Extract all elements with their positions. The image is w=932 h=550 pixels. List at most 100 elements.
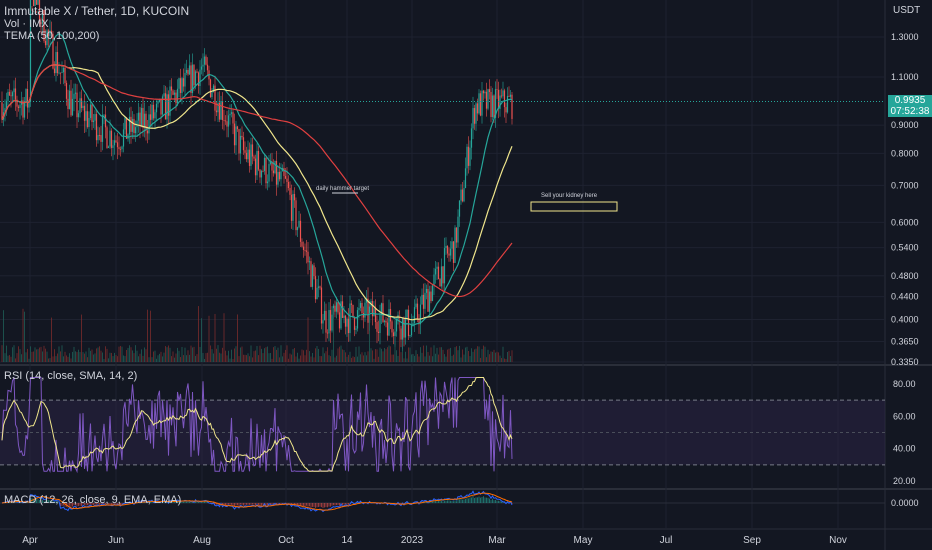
volume-bar: [252, 357, 253, 362]
symbol-title: Immutable X / Tether, 1D, KUCOIN: [4, 4, 190, 18]
macd-histogram-bar: [481, 496, 483, 503]
macd-histogram-bar: [244, 503, 246, 505]
candle-body: [359, 302, 362, 308]
candle-body: [490, 91, 492, 118]
macd-histogram-bar: [48, 500, 49, 503]
candle-body: [434, 268, 437, 275]
macd-histogram-bar: [262, 503, 264, 505]
macd-histogram-bar: [96, 503, 97, 505]
candle-body: [439, 279, 441, 287]
volume-bar: [457, 350, 459, 362]
candle-body: [425, 288, 428, 293]
macd-histogram-bar: [307, 503, 309, 507]
candle-body: [98, 135, 101, 136]
macd-histogram-bar: [85, 503, 87, 506]
macd-histogram-bar: [318, 503, 319, 507]
candle-body: [95, 114, 98, 141]
candle-body: [160, 98, 162, 115]
candle-body: [392, 332, 395, 337]
volume-bar: [471, 348, 472, 362]
volume-bar: [159, 353, 160, 362]
volume-bar: [169, 347, 171, 362]
price-tick-label: 0.7000: [891, 180, 919, 190]
macd-histogram-bar: [250, 503, 252, 505]
macd-histogram-bar: [9, 502, 10, 503]
price-tick-label: 0.4000: [891, 314, 919, 324]
candle-body: [497, 89, 500, 109]
macd-histogram-bar: [450, 500, 451, 503]
candle-body: [404, 317, 407, 338]
volume-bar: [168, 345, 169, 362]
x-tick-label: Apr: [22, 535, 38, 546]
macd-histogram-bar: [507, 502, 508, 503]
macd-histogram-bar: [333, 503, 334, 506]
candle-body: [305, 250, 308, 252]
volume-bar: [415, 350, 417, 362]
volume-bar: [331, 349, 333, 362]
macd-histogram-bar: [468, 498, 469, 503]
macd-histogram-bar: [253, 503, 255, 505]
candle-body: [412, 323, 414, 326]
volume-bar: [325, 351, 327, 362]
candle-body: [179, 78, 182, 93]
volume-bar: [439, 347, 441, 362]
volume-bar: [316, 346, 318, 362]
volume-bar: [463, 354, 465, 362]
candle-body: [313, 265, 315, 277]
volume-bar: [306, 349, 307, 362]
macd-histogram-bar: [229, 503, 231, 505]
volume-bar: [54, 349, 55, 362]
macd-histogram-bar: [246, 503, 247, 505]
volume-bar: [12, 347, 13, 362]
macd-histogram-bar: [249, 503, 250, 505]
macd-histogram-bar: [354, 503, 355, 504]
macd-histogram-bar: [489, 498, 490, 503]
macd-histogram-bar: [241, 503, 243, 505]
volume-bar: [153, 351, 154, 362]
volume-bar: [82, 352, 84, 362]
volume-bar: [390, 346, 391, 362]
candle-body: [175, 92, 177, 104]
volume-bar: [243, 354, 244, 362]
macd-histogram-bar: [61, 503, 63, 506]
macd-histogram-bar: [177, 501, 178, 503]
volume-bar: [15, 358, 16, 362]
last-price-tag: 0.9935 07:52:38: [888, 95, 932, 117]
macd-histogram-bar: [36, 499, 37, 503]
macd-histogram-bar: [403, 503, 405, 505]
volume-bar: [81, 314, 82, 362]
candle-body: [149, 114, 152, 120]
macd-histogram-bar: [462, 499, 463, 503]
volume-bar: [102, 352, 103, 362]
volume-bar: [261, 348, 262, 362]
volume-bar: [31, 351, 33, 362]
tema-label: TEMA (50,100,200): [4, 30, 100, 42]
macd-histogram-bar: [198, 501, 199, 503]
macd-histogram-bar: [330, 503, 331, 507]
candle-body: [403, 317, 405, 338]
volume-bar: [499, 355, 501, 362]
macd-histogram-bar: [28, 502, 30, 503]
macd-histogram-bar: [306, 503, 307, 506]
macd-histogram-bar: [114, 503, 115, 504]
x-tick-label: May: [574, 535, 593, 546]
candle-body: [26, 88, 29, 108]
candle-body: [82, 105, 84, 109]
volume-bar: [319, 356, 321, 362]
candle-body: [451, 241, 453, 249]
macd-histogram-bar: [12, 501, 13, 503]
volume-bar: [223, 313, 225, 362]
macd-histogram-bar: [214, 503, 216, 505]
volume-bar: [66, 355, 67, 362]
volume-bar: [160, 351, 162, 362]
volume-bar: [394, 345, 396, 362]
volume-bar: [117, 356, 118, 362]
candle-body: [118, 147, 120, 149]
volume-bar: [48, 358, 49, 362]
macd-histogram-bar: [288, 503, 289, 504]
macd-histogram-bar: [484, 497, 486, 503]
macd-histogram-bar: [271, 503, 273, 505]
candle-body: [295, 200, 297, 231]
